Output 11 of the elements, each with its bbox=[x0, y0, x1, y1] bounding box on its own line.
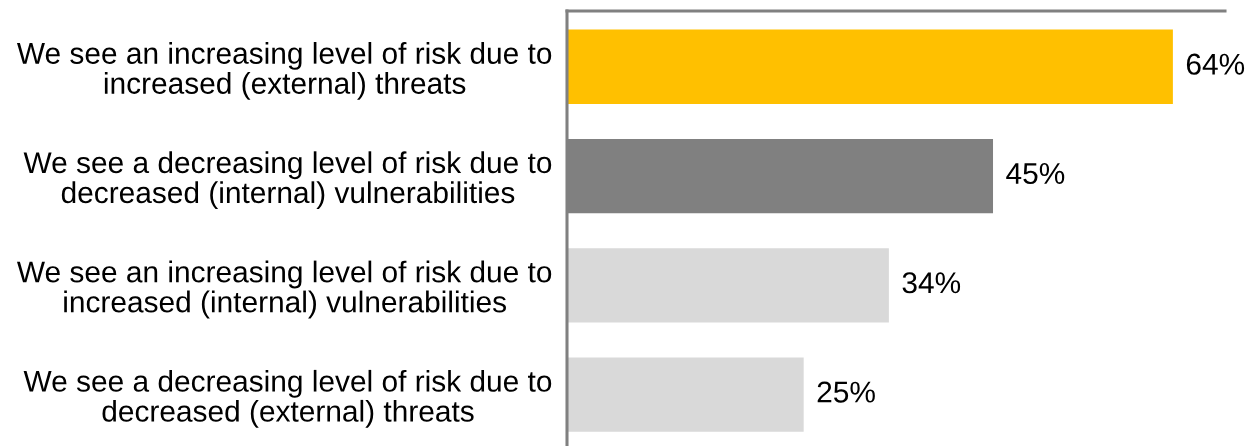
bar bbox=[567, 29, 1173, 104]
y-tick-label: We see a decreasing level of risk due to decreased (internal) vulnerabilities bbox=[23, 151, 552, 210]
y-tick-label: We see a decreasing level of risk due to decreased (external) threats bbox=[23, 369, 552, 428]
y-tick-label: We see an increasing level of risk due to increased (internal) vulnerabilities bbox=[16, 260, 552, 319]
data-label: 25% bbox=[817, 381, 875, 403]
bar bbox=[567, 248, 889, 323]
data-label: 34% bbox=[902, 272, 961, 294]
data-label: 45% bbox=[1006, 163, 1065, 185]
bar bbox=[567, 357, 804, 432]
y-tick-label: We see an increasing level of risk due to increased (external) threats bbox=[16, 42, 552, 100]
data-label: 64% bbox=[1186, 53, 1245, 75]
